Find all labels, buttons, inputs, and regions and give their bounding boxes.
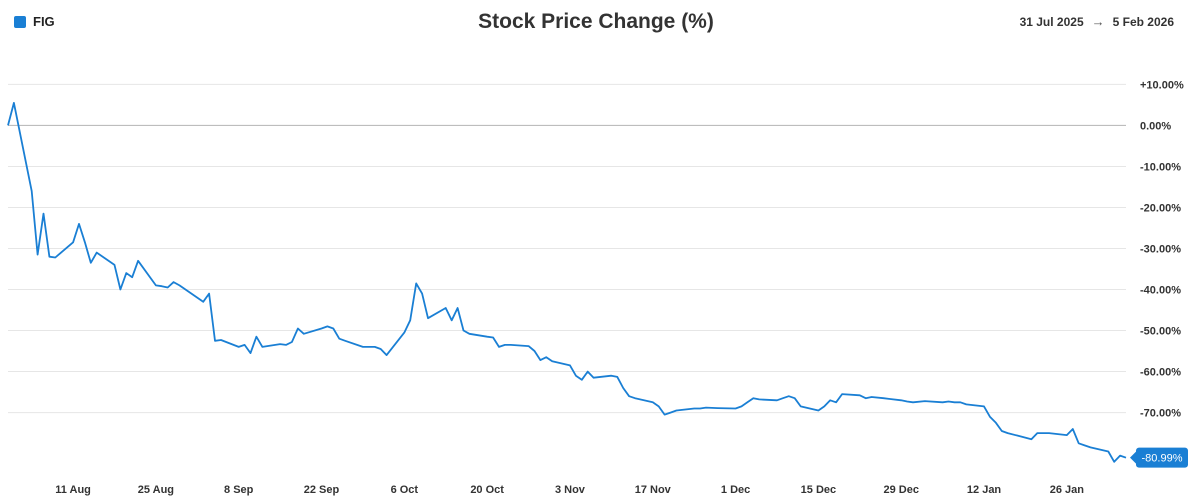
x-tick-label: 8 Sep: [224, 484, 254, 496]
badge-pointer: [1130, 451, 1136, 464]
y-tick-label: -30.00%: [1140, 243, 1181, 255]
y-axis: +10.00% 0.00% -10.00% -20.00% -30.00% -40.00%…: [1140, 79, 1184, 419]
x-tick-label: 6 Oct: [391, 484, 419, 496]
chart-title: Stock Price Change (%): [478, 10, 714, 33]
y-tick-label: -20.00%: [1140, 202, 1181, 214]
x-tick-label: 25 Aug: [138, 484, 174, 496]
x-tick-label: 12 Jan: [967, 484, 1002, 496]
y-tick-label: 0.00%: [1140, 120, 1171, 132]
y-tick-label: -50.00%: [1140, 326, 1181, 338]
arrow-right-icon: →: [1091, 14, 1105, 29]
series-line-fig: [7, 102, 1127, 463]
x-tick-label: 3 Nov: [555, 484, 586, 496]
x-tick-label: 29 Dec: [883, 484, 918, 496]
x-tick-label: 17 Nov: [635, 484, 672, 496]
grid-lines: [8, 83, 1126, 414]
y-tick-label: -60.00%: [1140, 367, 1181, 379]
y-tick-label: +10.00%: [1140, 79, 1184, 91]
x-axis: 11 Aug 25 Aug 8 Sep 22 Sep 6 Oct 20 Oct 3 Nov 1…: [55, 484, 1084, 496]
range-start: 31 Jul 2025: [1019, 14, 1084, 29]
legend[interactable]: FIG: [14, 14, 55, 29]
range-end: 5 Feb 2026: [1112, 14, 1174, 29]
x-tick-label: 22 Sep: [304, 484, 340, 496]
last-value-label: -80.99%: [1142, 453, 1183, 465]
legend-label-fig: FIG: [33, 14, 55, 29]
y-tick-label: -10.00%: [1140, 161, 1181, 173]
series-fig: [7, 102, 1127, 463]
x-tick-label: 26 Jan: [1050, 484, 1085, 496]
legend-swatch-fig: [14, 15, 26, 28]
badge-box: [1136, 447, 1188, 468]
date-range[interactable]: 31 Jul 2025 → 5 Feb 2026: [1020, 14, 1174, 29]
x-tick-label: 11 Aug: [55, 484, 91, 496]
chart-header: FIG Stock Price Change (%) 31 Jul 2025 →…: [0, 0, 1200, 50]
y-tick-label: -70.00%: [1140, 408, 1181, 420]
x-tick-label: 15 Dec: [801, 484, 836, 496]
last-value-badge: -80.99%: [1130, 447, 1188, 468]
x-tick-label: 1 Dec: [721, 484, 750, 496]
y-tick-label: -40.00%: [1140, 285, 1181, 297]
x-tick-label: 20 Oct: [470, 484, 504, 496]
